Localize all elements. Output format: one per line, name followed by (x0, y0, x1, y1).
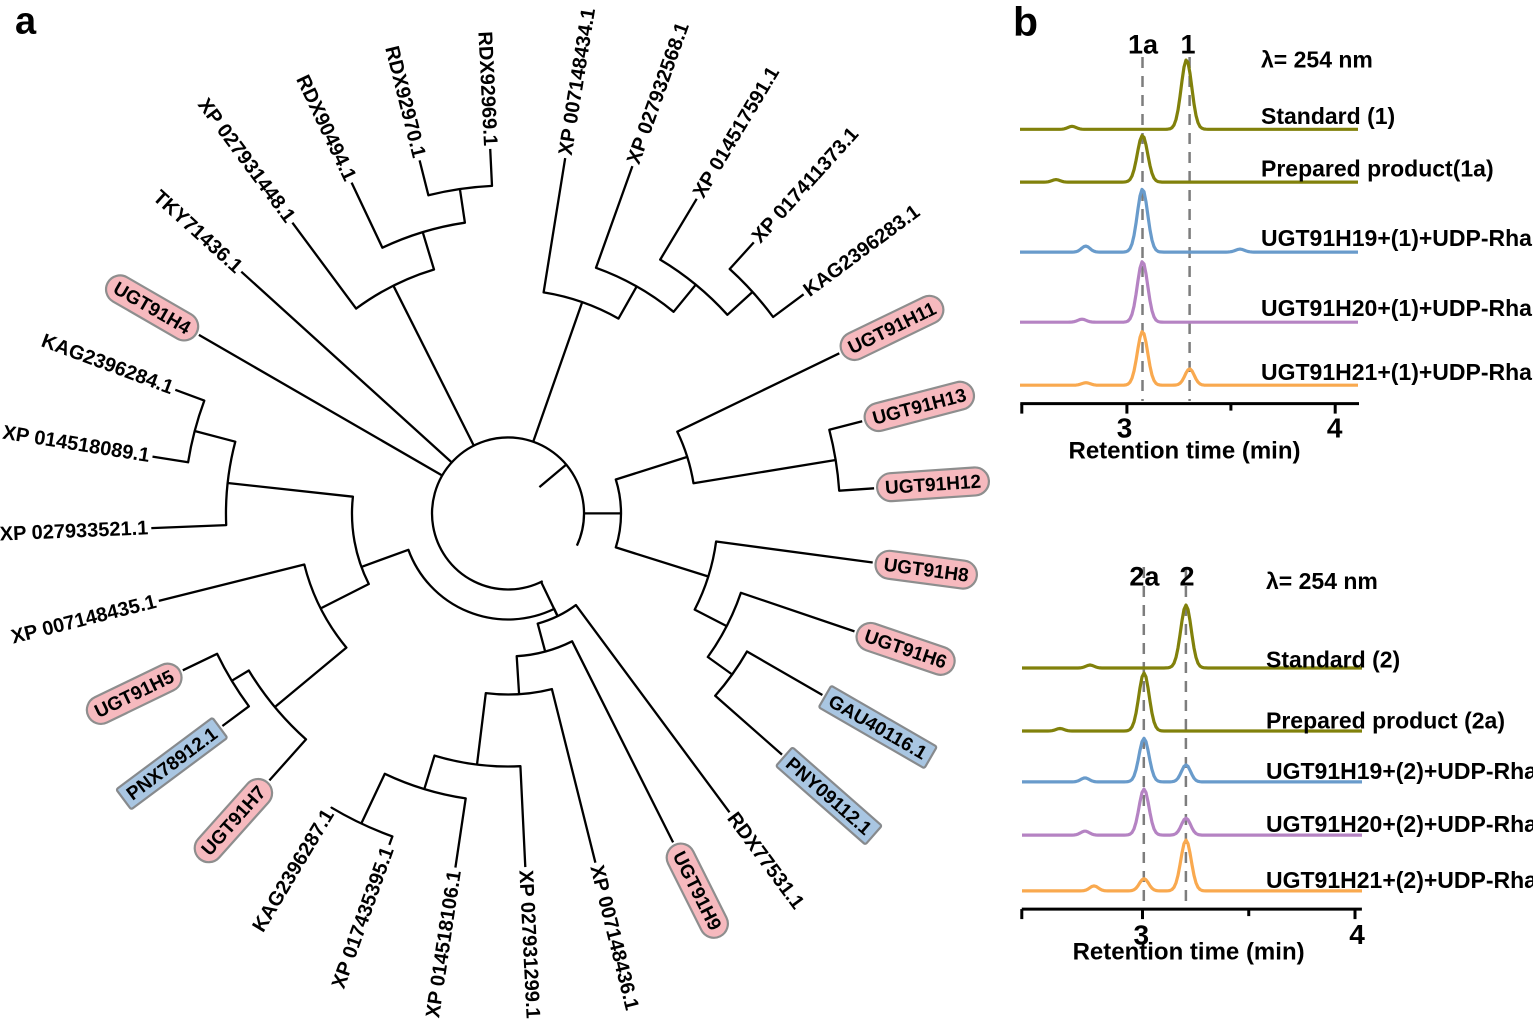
svg-text:3: 3 (1134, 920, 1150, 951)
svg-text:Retention time (min): Retention time (min) (1073, 939, 1305, 966)
svg-text:UGT91H19+(1)+UDP-Rha: UGT91H19+(1)+UDP-Rha (1261, 225, 1532, 251)
svg-text:4: 4 (1327, 412, 1343, 443)
svg-text:2: 2 (1179, 562, 1194, 592)
svg-text:Prepared product (2a): Prepared product (2a) (1266, 708, 1505, 734)
svg-text:Standard (1): Standard (1) (1261, 103, 1395, 129)
svg-text:Standard (2): Standard (2) (1266, 647, 1400, 673)
svg-text:λ= 254 nm: λ= 254 nm (1261, 47, 1373, 73)
svg-text:λ= 254 nm: λ= 254 nm (1266, 568, 1378, 594)
svg-text:b: b (1013, 0, 1038, 45)
svg-text:1: 1 (1180, 30, 1195, 60)
svg-text:Prepared product(1a): Prepared product(1a) (1261, 156, 1494, 182)
svg-text:UGT91H21+(1)+UDP-Rha: UGT91H21+(1)+UDP-Rha (1261, 359, 1532, 385)
svg-text:4: 4 (1349, 919, 1365, 950)
svg-text:UGT91H19+(2)+UDP-Rha: UGT91H19+(2)+UDP-Rha (1266, 758, 1533, 784)
svg-text:3: 3 (1117, 412, 1133, 443)
svg-text:UGT91H20+(1)+UDP-Rha: UGT91H20+(1)+UDP-Rha (1261, 295, 1532, 321)
svg-text:Retention time (min): Retention time (min) (1069, 438, 1301, 465)
svg-text:UGT91H20+(2)+UDP-Rha: UGT91H20+(2)+UDP-Rha (1266, 811, 1533, 837)
svg-text:UGT91H21+(2)+UDP-Rha: UGT91H21+(2)+UDP-Rha (1266, 867, 1533, 893)
svg-text:a: a (15, 1, 37, 43)
svg-text:1a: 1a (1128, 30, 1159, 60)
svg-text:2a: 2a (1129, 562, 1160, 592)
